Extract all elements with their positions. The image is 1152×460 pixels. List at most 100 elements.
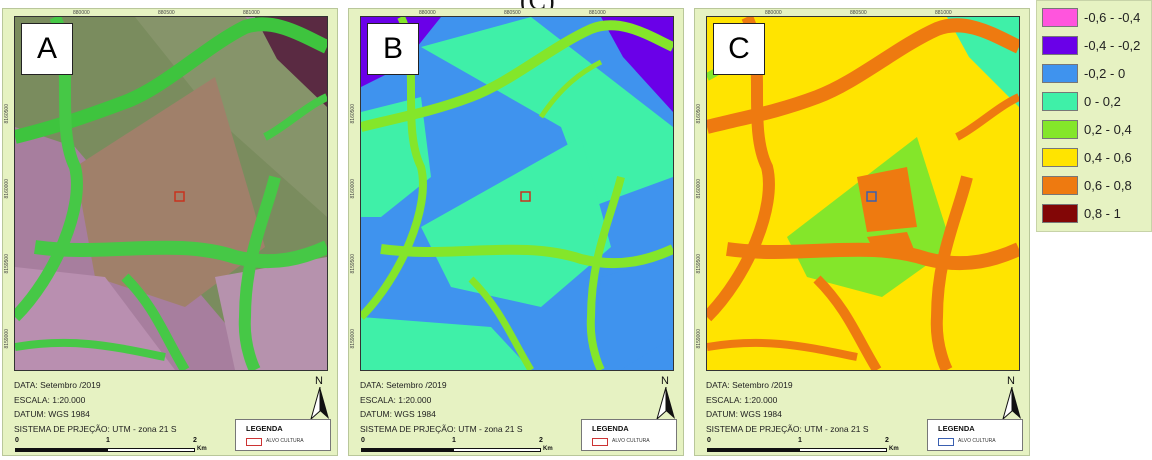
north-label: N: [661, 375, 669, 387]
scale-tick: 2: [193, 437, 197, 444]
x-tick: 881000: [243, 10, 260, 16]
map-panel-a: A 880000 880500 881000 8160500 8160000 8…: [2, 8, 338, 456]
legend-row: -0,2 - 0: [1042, 63, 1152, 83]
y-tick: 8160500: [4, 104, 10, 124]
scale-tick: 0: [707, 437, 711, 444]
x-tick: 880000: [419, 10, 436, 16]
map-info: DATA: Setembro /2019 ESCALA: 1:20.000 DA…: [14, 378, 177, 436]
legend-label: 0,8 - 1: [1084, 206, 1121, 221]
panel-legend: LEGENDA ALVO CULTURA: [581, 419, 677, 451]
north-arrow-icon: N: [653, 375, 679, 421]
x-tick: 881000: [589, 10, 606, 16]
x-tick: 880500: [850, 10, 867, 16]
map-panel-b: B 880000 880500 881000 8160500 8160000 8…: [348, 8, 684, 456]
legend-label: 0,2 - 0,4: [1084, 122, 1132, 137]
legend-label: 0 - 0,2: [1084, 94, 1121, 109]
target-marker: [866, 191, 877, 202]
legend-swatch: [1042, 8, 1078, 27]
legend-row: 0,4 - 0,6: [1042, 147, 1152, 167]
legend-swatch: [1042, 148, 1078, 167]
y-tick: 8159500: [696, 254, 702, 274]
satellite-image: [15, 17, 327, 370]
legend-row: -0,6 - -0,4: [1042, 7, 1152, 27]
date-text: DATA: Setembro /2019: [706, 380, 793, 390]
y-tick: 8160000: [4, 179, 10, 199]
scale-tick: 2: [539, 437, 543, 444]
scale-tick: 1: [106, 437, 110, 444]
panel-letter: A: [21, 23, 73, 75]
legend-label: -0,6 - -0,4: [1084, 10, 1141, 25]
legend-swatch: [1042, 36, 1078, 55]
panel-legend: LEGENDA ALVO CULTURA: [235, 419, 331, 451]
scale-tick: 0: [361, 437, 365, 444]
datum-text: DATUM: WGS 1984: [360, 409, 436, 420]
legend-swatch: [246, 438, 262, 446]
panel-legend-title: LEGENDA: [938, 424, 975, 433]
scale-tick: 0: [15, 437, 19, 444]
legend-label: -0,2 - 0: [1084, 66, 1126, 81]
date-text: DATA: Setembro /2019: [360, 380, 447, 390]
target-marker: [520, 191, 531, 202]
panel-legend-item: ALVO CULTURA: [266, 438, 304, 444]
y-tick: 8160500: [696, 104, 702, 124]
scale-unit: Km: [197, 446, 207, 452]
scale-text: ESCALA: 1:20.000: [706, 394, 778, 405]
panel-letter: C: [713, 23, 765, 75]
scale-unit: Km: [889, 446, 899, 452]
legend-swatch: [1042, 64, 1078, 83]
satellite-image-map[interactable]: A: [14, 16, 328, 371]
x-tick: 880000: [73, 10, 90, 16]
map-info: DATA: Setembro /2019 ESCALA: 1:20.000 DA…: [706, 378, 869, 436]
scale-text: ESCALA: 1:20.000: [360, 394, 432, 405]
panel-legend: LEGENDA ALVO CULTURA: [927, 419, 1023, 451]
x-tick: 881000: [935, 10, 952, 16]
x-tick: 880500: [158, 10, 175, 16]
y-tick: 8159000: [696, 329, 702, 349]
class-map-c[interactable]: C: [706, 16, 1020, 371]
projection-text: SISTEMA DE PRJEÇÃO: UTM - zona 21 S: [706, 423, 869, 434]
north-label: N: [1007, 375, 1015, 387]
y-tick: 8160500: [350, 104, 356, 124]
scale-bar: 0 1 2 Km: [361, 437, 575, 457]
y-tick: 8159500: [350, 254, 356, 274]
legend-swatch: [592, 438, 608, 446]
class-legend: -0,6 - -0,4 -0,4 - -0,2 -0,2 - 0 0 - 0,2 0,2…: [1036, 0, 1152, 232]
panel-legend-title: LEGENDA: [592, 424, 629, 433]
x-tick: 880000: [765, 10, 782, 16]
legend-swatch: [1042, 204, 1078, 223]
scale-bar: 0 1 2 Km: [707, 437, 921, 457]
datum-text: DATUM: WGS 1984: [14, 409, 90, 420]
scale-unit: Km: [543, 446, 553, 452]
projection-text: SISTEMA DE PRJEÇÃO: UTM - zona 21 S: [14, 423, 177, 434]
panel-legend-item: ALVO CULTURA: [958, 438, 996, 444]
legend-row: 0,6 - 0,8: [1042, 175, 1152, 195]
scale-bar: 0 1 2 Km: [15, 437, 229, 457]
date-text: DATA: Setembro /2019: [14, 380, 101, 390]
scale-tick: 2: [885, 437, 889, 444]
panel-legend-item: ALVO CULTURA: [612, 438, 650, 444]
legend-row: 0 - 0,2: [1042, 91, 1152, 111]
panel-legend-title: LEGENDA: [246, 424, 283, 433]
legend-row: 0,8 - 1: [1042, 203, 1152, 223]
legend-swatch: [938, 438, 954, 446]
y-tick: 8160000: [696, 179, 702, 199]
y-tick: 8159000: [350, 329, 356, 349]
legend-swatch: [1042, 176, 1078, 195]
legend-row: 0,2 - 0,4: [1042, 119, 1152, 139]
y-tick: 8159000: [4, 329, 10, 349]
legend-label: -0,4 - -0,2: [1084, 38, 1141, 53]
north-label: N: [315, 375, 323, 387]
legend-swatch: [1042, 120, 1078, 139]
scale-text: ESCALA: 1:20.000: [14, 394, 86, 405]
north-arrow-icon: N: [307, 375, 333, 421]
target-marker: [174, 191, 185, 202]
x-tick: 880500: [504, 10, 521, 16]
legend-label: 0,6 - 0,8: [1084, 178, 1132, 193]
scale-tick: 1: [452, 437, 456, 444]
legend-swatch: [1042, 92, 1078, 111]
y-tick: 8160000: [350, 179, 356, 199]
classified-map-c: [707, 17, 1019, 370]
class-map-b[interactable]: B: [360, 16, 674, 371]
datum-text: DATUM: WGS 1984: [706, 409, 782, 420]
scale-tick: 1: [798, 437, 802, 444]
